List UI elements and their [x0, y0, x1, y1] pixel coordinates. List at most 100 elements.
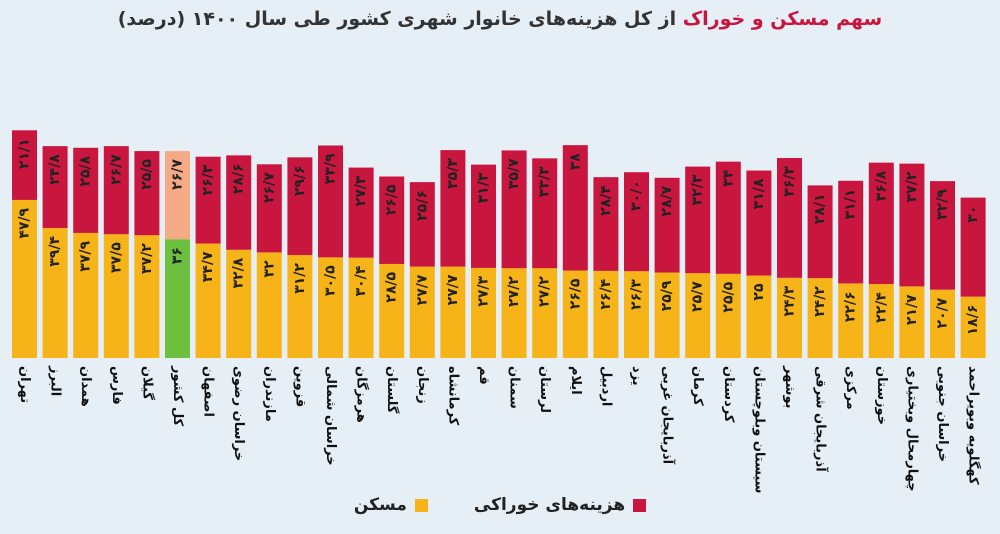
label-housing: ۲۵/۵: [720, 281, 736, 312]
legend-label-housing: مسکن: [353, 495, 407, 515]
label-food: ۳۲/۳: [690, 174, 706, 205]
bar-housing: [256, 252, 282, 358]
legend-label-food: هزینه‌های خوراکی: [473, 495, 626, 515]
label-housing: ۲۷/۲: [537, 276, 553, 307]
bar-food: [715, 161, 741, 274]
category-label: کرمان: [690, 366, 705, 406]
bar-food: [960, 197, 986, 297]
category-label: کهگلویه وبویراحمد: [966, 366, 982, 485]
label-food: ۲۵/۸: [78, 155, 94, 186]
bar-housing: [103, 234, 129, 358]
category-label: گلستان: [384, 366, 400, 414]
label-food: ۲۷/۳: [353, 175, 369, 206]
bar-housing: [838, 283, 864, 358]
label-housing: ۲۵/۷: [690, 281, 706, 312]
category-label: آذربایجان شرقی: [813, 366, 830, 472]
category-label: خراسان رضوی: [231, 366, 246, 461]
bar-food: [532, 158, 558, 269]
label-food: ۳۷/۲: [904, 171, 920, 202]
bar-food: [807, 185, 833, 279]
category-label: قم: [476, 366, 491, 385]
bar-housing: [318, 257, 343, 358]
label-food: ۳۱/۸: [751, 178, 767, 209]
bar-food: [654, 177, 680, 273]
label-food: ۲۶/۵: [384, 184, 400, 215]
category-label: اردبیل: [598, 366, 613, 406]
label-food: ۲۸/۱: [812, 193, 828, 224]
category-label: اصفهان: [201, 366, 216, 417]
bar-food: [134, 151, 160, 236]
label-housing: ۲۷/۷: [445, 274, 461, 305]
category-label: سیستان وبلوچستان: [751, 366, 766, 493]
category-label: سمنان: [507, 366, 522, 409]
label-food: ۲۶/۷: [170, 159, 186, 190]
label-housing: ۳۷/۵: [108, 242, 124, 273]
bar-food: [838, 180, 864, 284]
label-food: ۳۰: [965, 206, 981, 223]
bar-housing: [654, 272, 680, 358]
label-housing: ۴۷/۹: [17, 207, 33, 238]
label-food: ۲۶/۷: [108, 154, 124, 185]
label-housing: ۲۷/۷: [414, 274, 430, 305]
bar-housing: [930, 289, 955, 358]
label-food: ۲۵/۶: [414, 190, 430, 221]
bar-housing: [287, 255, 313, 358]
bar-housing: [899, 286, 925, 358]
legend-item-food: هزینه‌های خوراکی: [473, 495, 647, 515]
bar-food: [593, 177, 619, 271]
label-housing: ۳۰/۵: [323, 265, 339, 296]
bar-food: [103, 146, 129, 235]
bar-housing: [379, 263, 405, 358]
category-label: فارس: [109, 366, 124, 405]
label-housing: ۳۶: [170, 247, 186, 264]
bar-food: [348, 167, 374, 258]
category-label: لرستان: [537, 366, 552, 413]
label-food: ۳۸: [567, 153, 583, 171]
label-housing: ۲۶/۵: [567, 278, 583, 309]
category-label: یزد: [629, 366, 644, 386]
label-housing: ۲۸/۵: [384, 271, 400, 302]
category-label: خراسان جنوبی: [935, 366, 950, 462]
chart-title-highlight: سهم مسکن و خوراک: [682, 8, 883, 30]
label-housing: ۳۹/۴: [47, 236, 63, 267]
legend-swatch-housing: [414, 498, 428, 512]
label-food: ۳۱/۱: [843, 189, 859, 220]
bar-housing: [409, 266, 435, 358]
chart-title: سهم مسکن و خوراک از کل هزینه‌های خانوار …: [0, 8, 1000, 30]
label-food: ۲۶/۳: [200, 164, 216, 195]
bar-housing: [501, 268, 527, 358]
category-label: کرمانشاه: [445, 366, 460, 426]
bar-housing: [226, 249, 252, 358]
label-food: ۲۶/۷: [261, 172, 277, 203]
label-housing: ۳۲: [261, 260, 277, 278]
bar-food: [930, 181, 955, 290]
bar-food: [409, 182, 435, 267]
bar-food: [777, 158, 802, 278]
bar-housing: [471, 267, 496, 358]
bar-housing: [868, 284, 894, 358]
bar-food: [73, 147, 99, 233]
label-housing: ۳۷/۹: [78, 240, 94, 271]
category-label: آذربایجان غربی: [660, 366, 677, 465]
label-housing: ۲۲/۴: [873, 292, 889, 323]
category-label: کردستان: [721, 366, 736, 423]
category-label: البرز: [48, 365, 63, 396]
category-label: گیلان: [139, 366, 155, 400]
label-food: ۲۵/۵: [139, 159, 155, 190]
label-food: ۲۸/۷: [659, 185, 675, 216]
bar-housing: [746, 275, 772, 358]
category-label: ایلام: [568, 366, 583, 395]
label-food: ۳۵/۳: [445, 158, 461, 189]
bar-food: [624, 172, 649, 272]
category-label: تهران: [17, 366, 32, 403]
category-label: زنجان: [415, 366, 430, 404]
label-food: ۲۴/۸: [47, 154, 63, 185]
label-housing: ۳۴/۷: [200, 251, 216, 282]
bar-housing: [807, 278, 833, 358]
bar-food: [471, 164, 496, 268]
bar-housing: [715, 273, 741, 358]
bar-housing: [777, 277, 802, 358]
label-housing: ۲۵/۹: [659, 280, 675, 311]
legend: هزینه‌های خوراکی مسکن: [0, 495, 1000, 515]
